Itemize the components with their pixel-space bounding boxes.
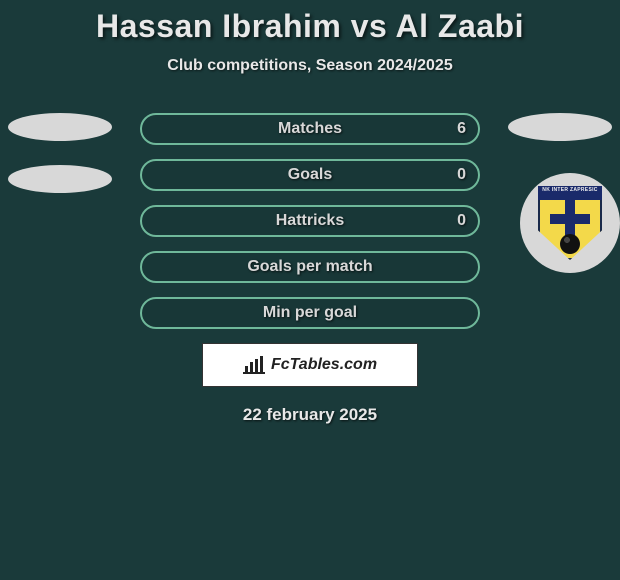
stat-label: Hattricks [276,212,344,230]
stat-row-min-per-goal: Min per goal [140,297,480,329]
stat-row-goals-per-match: Goals per match [140,251,480,283]
right-player-placeholder [508,113,612,165]
stat-rows: Matches 6 Goals 0 Hattricks 0 Goals per … [140,113,480,329]
shield-text: NK INTER ZAPRESIC [538,187,602,193]
stat-label: Matches [278,120,342,138]
stat-row-hattricks: Hattricks 0 [140,205,480,237]
shield-icon: NK INTER ZAPRESIC [538,186,602,260]
stat-label: Min per goal [263,304,357,322]
ellipse-placeholder [8,113,112,141]
stat-label: Goals [288,166,332,184]
page-title: Hassan Ibrahim vs Al Zaabi [0,8,620,45]
comparison-card: Hassan Ibrahim vs Al Zaabi Club competit… [0,0,620,425]
left-player-placeholder [8,113,112,217]
brand-box: FcTables.com [202,343,418,387]
brand-text: FcTables.com [271,356,377,374]
ellipse-placeholder [8,165,112,193]
subtitle: Club competitions, Season 2024/2025 [0,57,620,75]
date-line: 22 february 2025 [0,405,620,425]
stat-row-matches: Matches 6 [140,113,480,145]
bar-chart-icon [243,356,265,374]
stat-label: Goals per match [247,258,372,276]
stat-value-right: 0 [457,166,466,184]
stats-area: NK INTER ZAPRESIC Matches 6 Goals 0 Hatt… [0,113,620,425]
stat-value-right: 6 [457,120,466,138]
stat-value-right: 0 [457,212,466,230]
club-badge: NK INTER ZAPRESIC [520,173,620,273]
stat-row-goals: Goals 0 [140,159,480,191]
ellipse-placeholder [508,113,612,141]
